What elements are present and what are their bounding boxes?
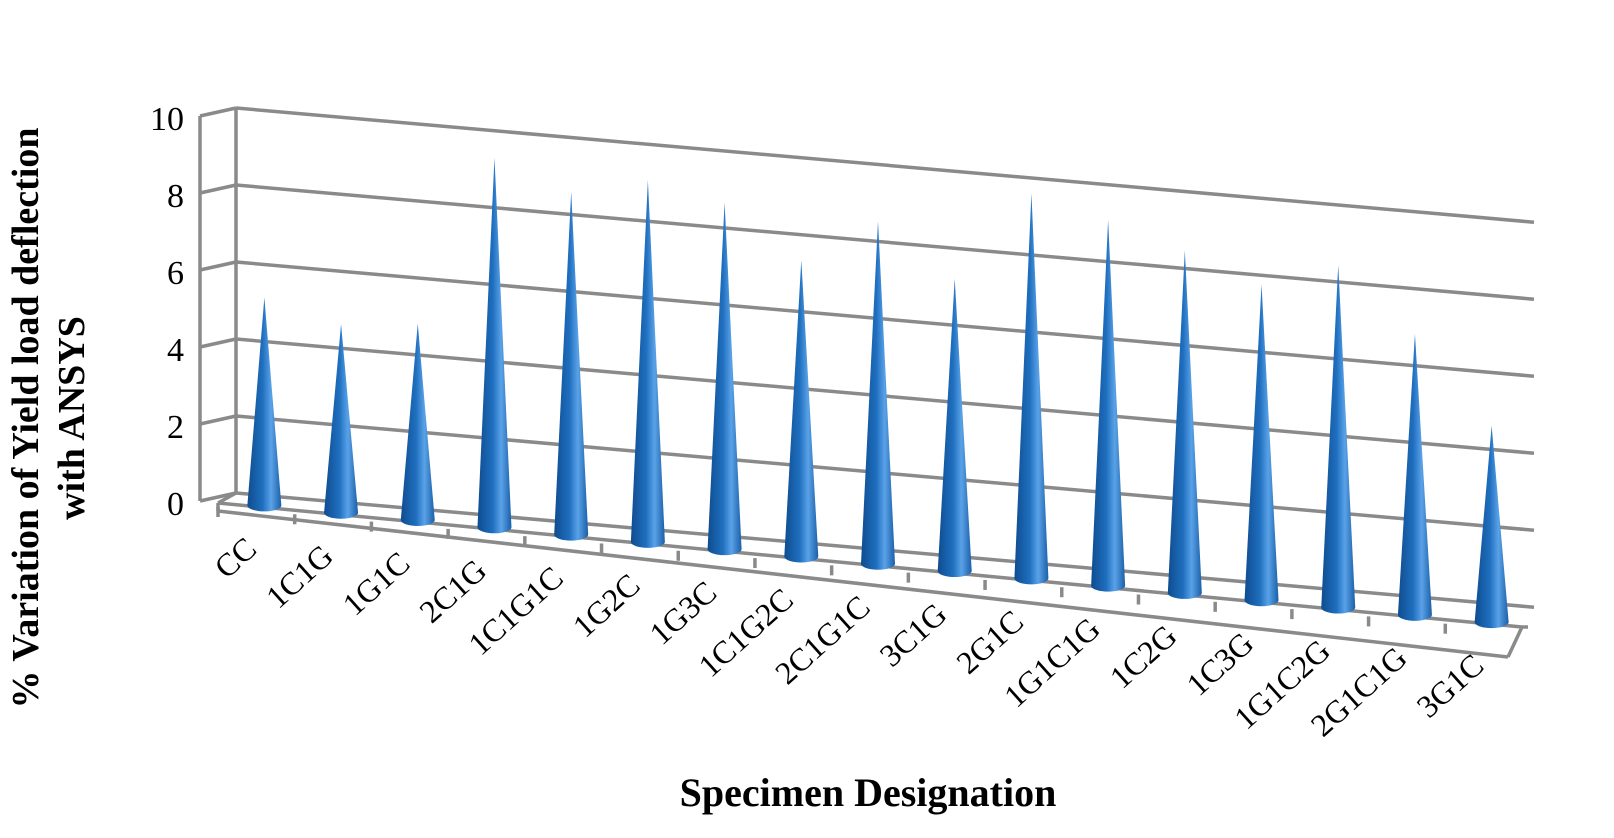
bar [707,202,742,556]
x-axis-title: Specimen Designation [680,770,1057,815]
x-tick-labels: CC1C1G1G1C2C1G1C1G1C1G2C1G3C1C1G2C2C1G1C… [207,507,1490,743]
y-tick-label: 8 [167,178,184,215]
bar [861,221,895,570]
gridline [199,106,1535,224]
y-tick-label: 0 [167,486,184,523]
bar [400,323,435,526]
x-tick-label: 1C1G [259,537,340,615]
y-tick-label: 2 [167,409,184,446]
x-tick-label: 1G2C [566,566,647,644]
bar [937,278,972,578]
bar [554,191,589,541]
bar [1014,193,1049,585]
x-tick-label: CC [207,530,263,585]
bar [1474,425,1509,629]
bar [477,157,512,534]
y-axis-title: % Variation of Yield load deflection with… [5,128,93,709]
bar [1244,284,1279,607]
bar [1167,250,1202,599]
x-tick-label: 3G1C [1409,647,1490,725]
y-tick-label: 10 [150,101,184,138]
y-tick-labels: 0 2 4 6 8 10 [150,101,184,523]
bar [784,260,819,563]
x-tick-label: 1C2G [1103,617,1184,695]
gridline [199,183,1535,301]
bar [1091,219,1126,592]
bar [247,297,282,512]
y-tick-label: 4 [167,332,184,369]
y-tick-label: 6 [167,255,184,292]
gridline [199,260,1535,378]
bar [630,179,665,548]
x-tick-label: 3C1G [872,596,953,674]
bars [247,157,1509,629]
x-tick-label: 1G1C [336,544,417,622]
bar [1321,264,1356,614]
bar [324,324,359,519]
bar [1397,333,1432,621]
